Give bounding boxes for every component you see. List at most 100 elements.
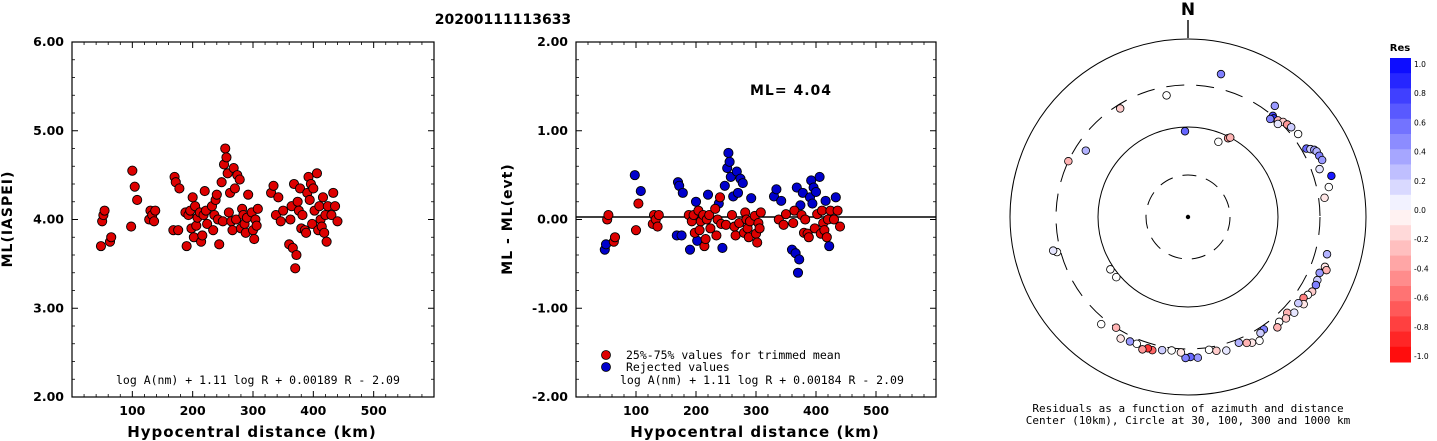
accepted-point: [816, 205, 828, 216]
accepted-point: [609, 232, 621, 243]
station-residual-point: [1116, 334, 1125, 343]
station-residual-point: [1214, 137, 1223, 147]
ml-point: [132, 194, 143, 206]
rejected-point: [702, 189, 714, 200]
station-residual-point: [1324, 182, 1333, 192]
accepted-point: [789, 205, 800, 216]
colorbar-swatch: [1390, 255, 1411, 272]
ml-point: [291, 249, 302, 261]
ml-point: [106, 232, 117, 243]
ml-point: [129, 181, 140, 192]
accepted-point: [730, 230, 741, 241]
accepted-point: [754, 223, 765, 234]
accepted-point: [720, 219, 732, 230]
panel2-ytick-label: -1.00: [532, 300, 568, 315]
station-residual-point: [1162, 91, 1171, 100]
panel2-ytick-label: 2.00: [537, 34, 568, 49]
rejected-point: [797, 187, 808, 198]
colorbar-swatches: [1390, 58, 1411, 363]
ml-point: [307, 218, 318, 229]
rejected-point: [824, 241, 835, 252]
ml-distance-panel: 2.00 3.00 4.00 5.00 6.00 100 200 300 400 500 log …: [0, 34, 435, 441]
ml-point: [292, 196, 303, 207]
rejected-point: [810, 186, 822, 198]
station-residual-point: [1320, 193, 1329, 203]
panel2-xtick-label: 400: [803, 403, 829, 418]
panel2-ylabel: ML - ML(evt): [500, 163, 516, 274]
colorbar-swatch: [1390, 164, 1411, 181]
rejected-point: [776, 195, 787, 206]
panel1-xtick-label: 200: [180, 403, 206, 418]
figure-title: 20200111113633: [435, 12, 571, 28]
colorbar-tick-label: 0.2: [1414, 177, 1426, 186]
ml-point: [311, 168, 323, 179]
station-residual-point: [1266, 114, 1275, 124]
ml-point: [95, 241, 107, 252]
colorbar-tick-label: -0.2: [1414, 235, 1429, 244]
station-residual-point: [1317, 155, 1327, 165]
ml-point: [208, 225, 219, 236]
station-residual-point: [1287, 123, 1296, 132]
station-residual-point: [1115, 104, 1125, 113]
colorbar-title: Res: [1390, 43, 1410, 54]
ml-point: [149, 216, 160, 227]
accepted-point: [711, 230, 722, 241]
ml-point: [304, 194, 315, 206]
ml-point: [290, 263, 301, 274]
station-residual-point: [1311, 280, 1321, 290]
ml-point: [227, 225, 238, 236]
accepted-point: [633, 198, 644, 209]
ml-point: [223, 207, 234, 218]
ml-point: [317, 192, 329, 203]
colorbar-tick-label: 1.0: [1414, 60, 1426, 69]
residual-colorbar: Res 1.0 0.8 0.6 0.4 0.2 0.0 -0.2 -0.4 -0.6 -0.8 -1…: [1390, 43, 1429, 363]
station-residual-point: [1048, 246, 1058, 255]
rejected-point: [737, 178, 748, 189]
ml-point: [251, 220, 262, 231]
ml-point: [214, 239, 225, 250]
accepted-point: [603, 210, 614, 221]
rejected-point: [814, 171, 825, 182]
accepted-point: [652, 221, 663, 232]
station-residual-point: [1081, 146, 1091, 155]
colorbar-swatch: [1390, 118, 1411, 135]
rejected-point: [792, 267, 804, 278]
panel1-ytick-label: 6.00: [33, 34, 64, 49]
residual-distance-panel: -2.00 -1.00 0.00 1.00 2.00 100 200 300 400 500 ML…: [500, 34, 937, 441]
station-residual-point: [1255, 336, 1264, 346]
station-residual-point: [1226, 133, 1235, 142]
ml-point: [285, 214, 296, 225]
station-residual-point: [1064, 157, 1073, 166]
polar-caption-line1: Residuals as a function of azimuth and d…: [1032, 402, 1343, 415]
station-residual-point: [1106, 265, 1115, 274]
station-residual-point: [1270, 101, 1280, 111]
accepted-point: [714, 192, 726, 203]
station-residual-point: [1293, 129, 1303, 139]
ml-point: [216, 177, 227, 188]
panel2-xtick-label: 500: [863, 403, 889, 418]
station-residuals: [1048, 69, 1336, 363]
ml-point: [249, 233, 260, 245]
polar-caption-line2: Center (10km), Circle at 30, 100, 300 an…: [1026, 414, 1351, 427]
station-residual-point: [1294, 299, 1303, 308]
station-residual-point: [1273, 323, 1282, 332]
accepted-point: [832, 205, 843, 216]
station-residual-point: [1322, 250, 1332, 259]
colorbar-tick-label: -0.4: [1414, 264, 1429, 273]
panel2-xtick-label: 100: [623, 403, 649, 418]
accepted-point: [800, 214, 811, 225]
colorbar-swatch: [1390, 73, 1411, 89]
ml-point: [308, 183, 319, 194]
accepted-point: [704, 210, 715, 221]
ml-point: [199, 186, 210, 197]
station-residual-point: [1157, 345, 1167, 355]
panel1-xlabel: Hypocentral distance (km): [127, 423, 377, 441]
ml-point: [328, 187, 339, 198]
colorbar-tick-label: 0.8: [1414, 89, 1426, 98]
north-label: N: [1181, 0, 1195, 20]
panel1-ytick-label: 3.00: [33, 300, 64, 315]
ring-100km: [1097, 126, 1279, 308]
colorbar-swatch: [1390, 270, 1411, 287]
panel2-ticks: -2.00 -1.00 0.00 1.00 2.00 100 200 300 400 500: [532, 34, 937, 418]
